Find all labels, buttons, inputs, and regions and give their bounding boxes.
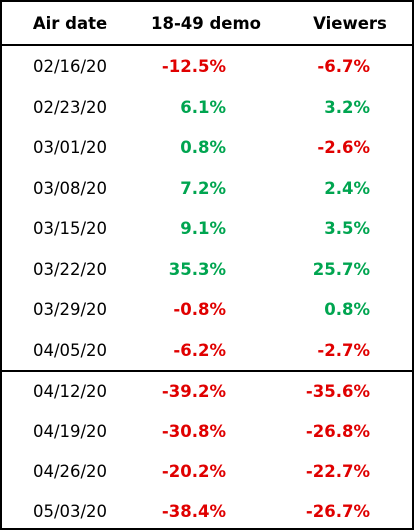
viewers-change-cell: 2.4% (324, 178, 370, 198)
table-row: 03/29/20 -0.8% 0.8% (2, 293, 412, 327)
header-row: Air date 18-49 demo Viewers (2, 7, 412, 41)
demo-change-cell: 6.1% (180, 97, 226, 117)
viewers-change-cell: -35.6% (305, 382, 370, 401)
table-row: 02/16/20 -12.5% -6.7% (2, 50, 412, 84)
demo-change-cell: -6.2% (173, 340, 226, 360)
table-row: 03/22/20 35.3% 25.7% (2, 253, 412, 287)
viewers-change-cell: 0.8% (324, 300, 370, 319)
table-row: 03/15/20 9.1% 3.5% (2, 212, 412, 246)
viewers-change-cell: 25.7% (312, 259, 370, 279)
viewers-change-cell: 3.5% (324, 219, 370, 238)
demo-change-cell: 0.8% (180, 138, 226, 157)
demo-change-cell: -39.2% (161, 382, 226, 401)
header-divider (2, 44, 412, 46)
demo-change-cell: 35.3% (168, 259, 226, 279)
table-row: 04/12/20 -39.2% -35.6% (2, 375, 412, 409)
demo-change-cell: -20.2% (161, 462, 226, 481)
demo-change-cell: -38.4% (161, 502, 226, 521)
table-row: 04/26/20 -20.2% -22.7% (2, 455, 412, 489)
air-date-cell: 04/26/20 (32, 462, 108, 481)
header-air-date: Air date (32, 14, 108, 33)
table-row: 04/05/20 -6.2% -2.7% (2, 334, 412, 368)
header-demo: 18-49 demo (150, 14, 262, 33)
header-viewers: Viewers (313, 14, 387, 33)
table-row: 03/08/20 7.2% 2.4% (2, 172, 412, 206)
air-date-cell: 03/01/20 (32, 138, 108, 157)
air-date-cell: 04/19/20 (32, 422, 108, 441)
air-date-cell: 03/08/20 (32, 178, 108, 198)
air-date-cell: 04/12/20 (32, 382, 108, 401)
period-divider (2, 370, 412, 372)
viewers-change-cell: -6.7% (317, 57, 370, 76)
air-date-cell: 03/22/20 (32, 259, 108, 279)
table-row: 03/01/20 0.8% -2.6% (2, 131, 412, 165)
viewers-change-cell: -2.6% (317, 138, 370, 157)
table-row: 05/03/20 -38.4% -26.7% (2, 495, 412, 529)
air-date-cell: 05/03/20 (32, 502, 108, 521)
air-date-cell: 02/16/20 (32, 57, 108, 76)
air-date-cell: 04/05/20 (32, 340, 108, 360)
air-date-cell: 03/29/20 (32, 300, 108, 319)
air-date-cell: 03/15/20 (32, 219, 108, 238)
air-date-cell: 02/23/20 (32, 97, 108, 117)
demo-change-cell: 9.1% (180, 219, 226, 238)
demo-change-cell: -0.8% (173, 300, 226, 319)
demo-change-cell: 7.2% (180, 178, 226, 198)
viewers-change-cell: -22.7% (305, 462, 370, 481)
viewers-change-cell: -2.7% (317, 340, 370, 360)
demo-change-cell: -30.8% (161, 422, 226, 441)
viewers-change-cell: -26.8% (305, 422, 370, 441)
table-row: 02/23/20 6.1% 3.2% (2, 91, 412, 125)
demo-change-cell: -12.5% (161, 57, 226, 76)
table-row: 04/19/20 -30.8% -26.8% (2, 415, 412, 449)
viewers-change-cell: 3.2% (324, 97, 370, 117)
viewers-change-cell: -26.7% (305, 502, 370, 521)
